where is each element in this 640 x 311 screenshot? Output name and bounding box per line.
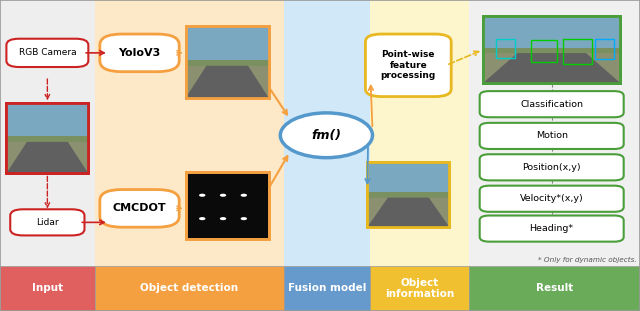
- Text: Result: Result: [536, 283, 573, 294]
- Bar: [483, 16, 621, 83]
- Bar: [6, 103, 88, 142]
- Text: Object detection: Object detection: [140, 283, 238, 294]
- Polygon shape: [186, 66, 269, 98]
- Bar: [483, 16, 621, 53]
- Circle shape: [241, 194, 247, 197]
- Bar: [186, 172, 269, 239]
- Bar: [186, 66, 269, 98]
- Bar: [469, 266, 640, 311]
- Text: Point-wise
feature
processing: Point-wise feature processing: [381, 50, 436, 80]
- Text: Lidar: Lidar: [36, 218, 59, 227]
- Bar: [367, 162, 449, 227]
- Text: Fusion model: Fusion model: [287, 283, 366, 294]
- Circle shape: [220, 194, 227, 197]
- FancyBboxPatch shape: [480, 154, 623, 180]
- Circle shape: [199, 194, 205, 197]
- Bar: [284, 266, 370, 311]
- Bar: [0, 266, 95, 311]
- Polygon shape: [367, 198, 449, 227]
- Text: Velocity*(x,y): Velocity*(x,y): [520, 194, 584, 203]
- FancyBboxPatch shape: [100, 34, 179, 72]
- Circle shape: [241, 217, 247, 220]
- Bar: [6, 136, 88, 147]
- FancyBboxPatch shape: [100, 189, 179, 227]
- Bar: [531, 40, 557, 62]
- Bar: [483, 48, 621, 58]
- Text: Object
information: Object information: [385, 278, 454, 299]
- Text: Heading*: Heading*: [530, 224, 573, 233]
- Text: CMCDOT: CMCDOT: [113, 203, 166, 213]
- Bar: [186, 60, 269, 71]
- Bar: [563, 39, 592, 64]
- Text: fm(): fm(): [312, 129, 341, 142]
- Text: Classification: Classification: [520, 100, 583, 109]
- Bar: [186, 172, 269, 239]
- Bar: [483, 53, 621, 83]
- Bar: [367, 162, 449, 198]
- Bar: [186, 26, 269, 98]
- Bar: [6, 142, 88, 174]
- Circle shape: [280, 113, 372, 158]
- Text: RGB Camera: RGB Camera: [19, 49, 76, 57]
- Bar: [367, 162, 449, 227]
- FancyBboxPatch shape: [480, 186, 623, 212]
- Bar: [370, 0, 469, 266]
- Bar: [284, 0, 370, 266]
- Polygon shape: [483, 53, 620, 83]
- Bar: [496, 39, 515, 58]
- Text: Input: Input: [32, 283, 63, 294]
- FancyBboxPatch shape: [6, 39, 88, 67]
- FancyBboxPatch shape: [480, 123, 623, 149]
- FancyBboxPatch shape: [10, 209, 84, 235]
- Bar: [6, 103, 88, 174]
- Bar: [367, 198, 449, 227]
- Bar: [370, 266, 469, 311]
- Circle shape: [220, 217, 227, 220]
- Bar: [367, 193, 449, 202]
- Text: Position(x,y): Position(x,y): [522, 163, 581, 172]
- Bar: [186, 26, 269, 66]
- Polygon shape: [6, 142, 88, 174]
- FancyBboxPatch shape: [480, 216, 623, 242]
- Bar: [483, 16, 621, 83]
- FancyBboxPatch shape: [480, 91, 623, 117]
- Text: * Only for dynamic objects.: * Only for dynamic objects.: [538, 257, 637, 263]
- Circle shape: [199, 217, 205, 220]
- Text: YoloV3: YoloV3: [118, 48, 161, 58]
- FancyBboxPatch shape: [365, 34, 451, 96]
- Bar: [0, 0, 95, 266]
- Text: Motion: Motion: [536, 132, 568, 140]
- Bar: [95, 266, 284, 311]
- Bar: [6, 103, 88, 174]
- Bar: [595, 39, 614, 59]
- Bar: [469, 0, 640, 266]
- Bar: [95, 0, 284, 266]
- Bar: [186, 26, 269, 98]
